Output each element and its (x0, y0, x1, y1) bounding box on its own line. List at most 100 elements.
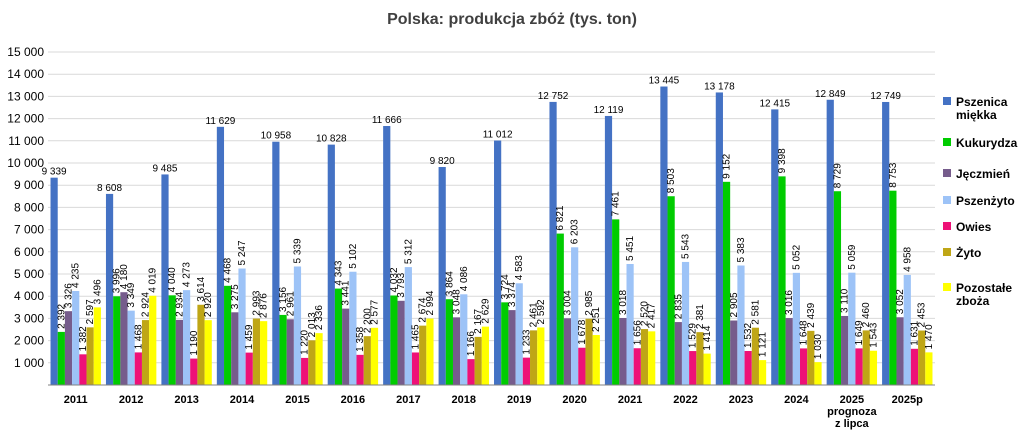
bar (862, 330, 870, 385)
data-label: 2 336 (314, 305, 325, 330)
bar (730, 320, 738, 385)
bar (64, 311, 73, 385)
data-label: 2 200 (362, 308, 373, 333)
data-label: 3 016 (784, 290, 795, 315)
y-tick-label: 15 000 (7, 45, 44, 59)
bar (168, 295, 176, 385)
data-label: 7 461 (611, 191, 622, 216)
data-label: 1 220 (300, 329, 311, 354)
legend-label: zboża (956, 294, 990, 308)
data-label: 1 649 (854, 320, 865, 345)
bar (481, 326, 489, 385)
data-label: 2 581 (750, 299, 761, 324)
bar (120, 292, 128, 385)
bar (869, 350, 878, 385)
data-label: 3 374 (507, 282, 518, 307)
data-label: 11 629 (206, 116, 236, 127)
data-label: 2 920 (203, 292, 214, 317)
data-label: 1 543 (868, 322, 879, 347)
bar (93, 307, 101, 385)
bar (792, 272, 801, 385)
data-label: 1 532 (743, 323, 754, 348)
bar (216, 126, 225, 386)
y-tick-label: 7 000 (14, 223, 44, 237)
y-tick-label: 5 000 (14, 267, 44, 281)
bar (758, 360, 767, 385)
bar (715, 92, 723, 386)
bar (841, 315, 849, 385)
x-axis-categories: 2011 2012 2013 2014 2015 2016 2017 2018 2019 2020… (64, 394, 923, 430)
data-label: 4 040 (167, 267, 178, 292)
data-label: 10 958 (261, 131, 292, 142)
y-tick-label: 4 000 (14, 289, 44, 303)
bar (537, 327, 545, 385)
category-label: 2012 (119, 394, 143, 406)
bar (363, 336, 371, 385)
bar (771, 109, 779, 386)
data-label: 2 876 (259, 293, 270, 318)
data-label: 1 233 (521, 329, 532, 354)
data-label: 1 678 (577, 319, 588, 344)
bar (272, 141, 280, 385)
legend-label: Jęczmień (956, 167, 1010, 181)
bar (703, 353, 711, 385)
bar (161, 174, 169, 385)
data-label: 8 608 (97, 183, 122, 194)
bar (633, 348, 641, 385)
bar (50, 177, 58, 385)
data-label: 1 631 (909, 320, 920, 345)
bar (245, 352, 253, 385)
bar (530, 330, 538, 385)
bar (522, 357, 531, 385)
data-label: 4 019 (148, 267, 159, 292)
data-label: 8 753 (888, 162, 899, 187)
category-label: 2014 (230, 394, 255, 406)
bar (397, 300, 405, 385)
data-label: 12 752 (538, 91, 569, 102)
legend-swatch (943, 196, 951, 204)
legend-swatch (943, 222, 951, 230)
bar (127, 310, 135, 385)
data-label: 1 358 (355, 326, 366, 351)
data-label: 5 102 (348, 243, 359, 268)
data-label: 2 453 (917, 302, 928, 327)
bar (556, 233, 564, 385)
bar (848, 272, 856, 385)
bar (648, 331, 656, 385)
bar (197, 304, 205, 385)
bar (737, 265, 745, 385)
bar (334, 288, 343, 385)
data-label: 4 468 (223, 257, 234, 282)
bar (308, 340, 316, 385)
data-label: 2 381 (695, 304, 706, 329)
data-label: 4 235 (71, 263, 82, 288)
bar (411, 352, 420, 385)
bar (390, 295, 398, 385)
y-tick-label: 2 000 (14, 334, 44, 348)
data-label: 8 503 (666, 168, 677, 193)
category-label: 2023 (729, 394, 753, 406)
bar (474, 336, 482, 385)
data-label: 9 820 (430, 156, 455, 167)
data-label: 1 190 (189, 330, 200, 355)
bar (896, 317, 904, 385)
data-label: 10 828 (316, 134, 347, 145)
data-label: 11 012 (483, 130, 513, 141)
legend-swatch (943, 97, 951, 105)
legend-label: Owies (956, 220, 992, 234)
bar (224, 285, 232, 385)
bar (826, 99, 834, 385)
bar (426, 318, 434, 385)
bar (800, 348, 808, 385)
data-label: 2 167 (473, 308, 484, 333)
data-label: 5 247 (237, 240, 248, 265)
data-label: 3 724 (500, 274, 511, 299)
category-label: 2022 (673, 394, 697, 406)
data-label: 2 597 (85, 299, 96, 324)
legend-label: Kukurydza (956, 136, 1018, 150)
category-label: 2025 (840, 394, 864, 406)
bar (674, 322, 682, 385)
data-label: 2 905 (729, 292, 740, 317)
data-label: 6 203 (570, 219, 581, 244)
bar (342, 308, 350, 385)
